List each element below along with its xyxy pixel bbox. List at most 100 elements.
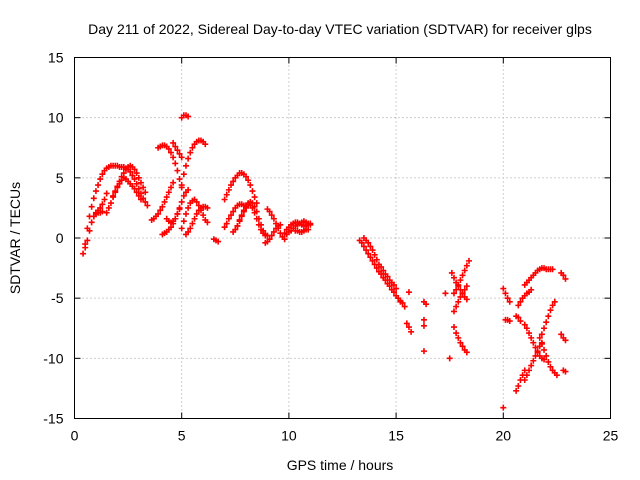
data-point xyxy=(155,210,162,217)
data-point xyxy=(560,272,567,279)
data-point xyxy=(114,183,121,190)
data-point xyxy=(86,227,93,234)
data-point xyxy=(221,224,228,231)
data-point xyxy=(225,215,232,222)
data-point xyxy=(103,209,110,216)
data-point xyxy=(97,176,104,183)
data-point xyxy=(174,147,181,154)
y-tick-label: 15 xyxy=(48,50,64,66)
data-point xyxy=(133,189,140,196)
data-point xyxy=(393,285,400,292)
data-point xyxy=(543,352,550,359)
data-point xyxy=(176,176,183,183)
x-tick-label: 25 xyxy=(603,428,619,444)
y-tick-label: 5 xyxy=(56,170,64,186)
data-point xyxy=(365,250,372,257)
x-tick-label: 0 xyxy=(71,428,79,444)
data-point xyxy=(105,204,112,211)
data-point xyxy=(549,302,556,309)
data-point xyxy=(240,207,247,214)
data-point xyxy=(450,274,457,281)
data-point xyxy=(528,286,535,293)
data-point xyxy=(453,303,460,310)
data-point xyxy=(463,283,470,290)
data-point xyxy=(543,319,550,326)
data-point xyxy=(465,257,472,264)
data-point xyxy=(390,289,397,296)
data-point xyxy=(178,154,185,161)
data-point xyxy=(528,334,535,341)
data-point xyxy=(243,173,250,180)
data-point xyxy=(268,212,275,219)
data-point xyxy=(88,219,95,226)
data-point xyxy=(266,236,273,243)
data-point xyxy=(223,220,230,227)
data-point xyxy=(129,172,136,179)
data-point xyxy=(234,222,241,229)
data-point xyxy=(245,177,252,184)
data-point xyxy=(547,363,554,370)
data-point xyxy=(163,194,170,201)
data-points xyxy=(80,112,569,411)
data-point xyxy=(513,387,520,394)
x-tick-label: 10 xyxy=(281,428,297,444)
data-point xyxy=(180,192,187,199)
data-point xyxy=(453,330,460,337)
data-point xyxy=(455,298,462,305)
axis-ticks: 0 5 10 15 20 25 -15 -10 -5 0 5 10 15 xyxy=(43,50,618,444)
data-point xyxy=(442,290,449,297)
data-point xyxy=(221,196,228,203)
data-point xyxy=(189,144,196,151)
data-point xyxy=(390,281,397,288)
data-point xyxy=(189,220,196,227)
data-point xyxy=(191,215,198,222)
data-point xyxy=(420,348,427,355)
data-point xyxy=(202,141,209,148)
data-point xyxy=(99,171,106,178)
data-point xyxy=(251,209,258,216)
data-point xyxy=(562,337,569,344)
x-tick-label: 5 xyxy=(178,428,186,444)
data-point xyxy=(230,208,237,215)
data-point xyxy=(532,352,539,359)
data-point xyxy=(101,196,108,203)
data-point xyxy=(185,113,192,120)
x-tick-label: 20 xyxy=(496,428,512,444)
data-point xyxy=(530,357,537,364)
data-point xyxy=(107,200,114,207)
data-point xyxy=(380,267,387,274)
data-point xyxy=(275,225,282,232)
data-point xyxy=(118,173,125,180)
data-point xyxy=(281,236,288,243)
data-point xyxy=(142,198,149,205)
data-point xyxy=(399,299,406,306)
data-point xyxy=(386,283,393,290)
data-point xyxy=(502,290,509,297)
data-point xyxy=(541,356,548,363)
data-point xyxy=(228,212,235,219)
data-point xyxy=(170,154,177,161)
data-point xyxy=(405,289,412,296)
data-point xyxy=(266,208,273,215)
data-point xyxy=(193,210,200,217)
data-point xyxy=(526,367,533,374)
data-point xyxy=(545,313,552,320)
data-point xyxy=(223,191,230,198)
data-point xyxy=(185,155,192,162)
data-point xyxy=(562,368,569,375)
plot-frame xyxy=(74,57,611,419)
data-point xyxy=(448,269,455,276)
data-point xyxy=(515,302,522,309)
data-point xyxy=(423,301,430,308)
data-point xyxy=(461,267,468,274)
data-point xyxy=(367,243,374,250)
data-point xyxy=(180,171,187,178)
data-point xyxy=(182,162,189,169)
data-point xyxy=(187,225,194,232)
data-point xyxy=(463,349,470,356)
data-point xyxy=(523,372,530,379)
data-point xyxy=(84,237,91,244)
data-point xyxy=(371,251,378,258)
data-point xyxy=(459,343,466,350)
data-point xyxy=(204,219,211,226)
